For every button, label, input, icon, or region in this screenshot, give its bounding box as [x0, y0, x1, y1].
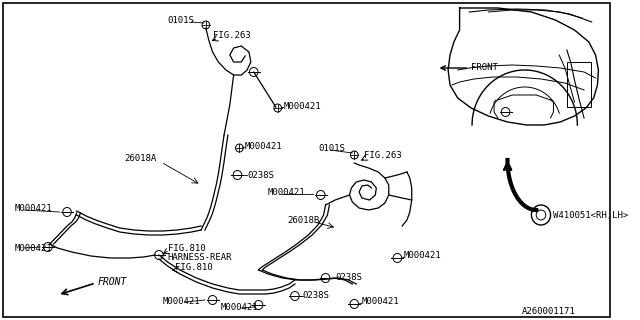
- Text: 0101S: 0101S: [168, 15, 195, 25]
- Bar: [567, 62, 591, 107]
- Text: 0101S: 0101S: [318, 143, 345, 153]
- Text: M000421: M000421: [362, 298, 399, 307]
- Text: M000421: M000421: [163, 298, 200, 307]
- Text: FIG.263: FIG.263: [364, 150, 401, 159]
- Text: 0238S: 0238S: [335, 274, 362, 283]
- Text: FIG.263: FIG.263: [212, 30, 250, 39]
- Text: 26018A: 26018A: [124, 154, 157, 163]
- Text: W410051<RH,LH>: W410051<RH,LH>: [554, 211, 628, 220]
- Text: FRONT: FRONT: [98, 277, 127, 287]
- Text: M000421: M000421: [14, 204, 52, 212]
- Text: M000421: M000421: [14, 244, 52, 252]
- Text: M000421: M000421: [284, 101, 321, 110]
- Text: FIG.810: FIG.810: [168, 244, 205, 252]
- Text: M000421: M000421: [220, 303, 258, 313]
- Text: 0238S: 0238S: [247, 171, 274, 180]
- Text: 26018B: 26018B: [287, 215, 319, 225]
- Text: 0238S: 0238S: [303, 292, 330, 300]
- Text: M000421: M000421: [268, 188, 306, 196]
- Text: M000421: M000421: [245, 141, 283, 150]
- Text: FRONT: FRONT: [471, 62, 498, 71]
- Text: FIG.810: FIG.810: [175, 263, 213, 273]
- Text: M000421: M000421: [404, 252, 442, 260]
- Text: A260001171: A260001171: [522, 308, 575, 316]
- Text: HARNESS-REAR: HARNESS-REAR: [168, 253, 232, 262]
